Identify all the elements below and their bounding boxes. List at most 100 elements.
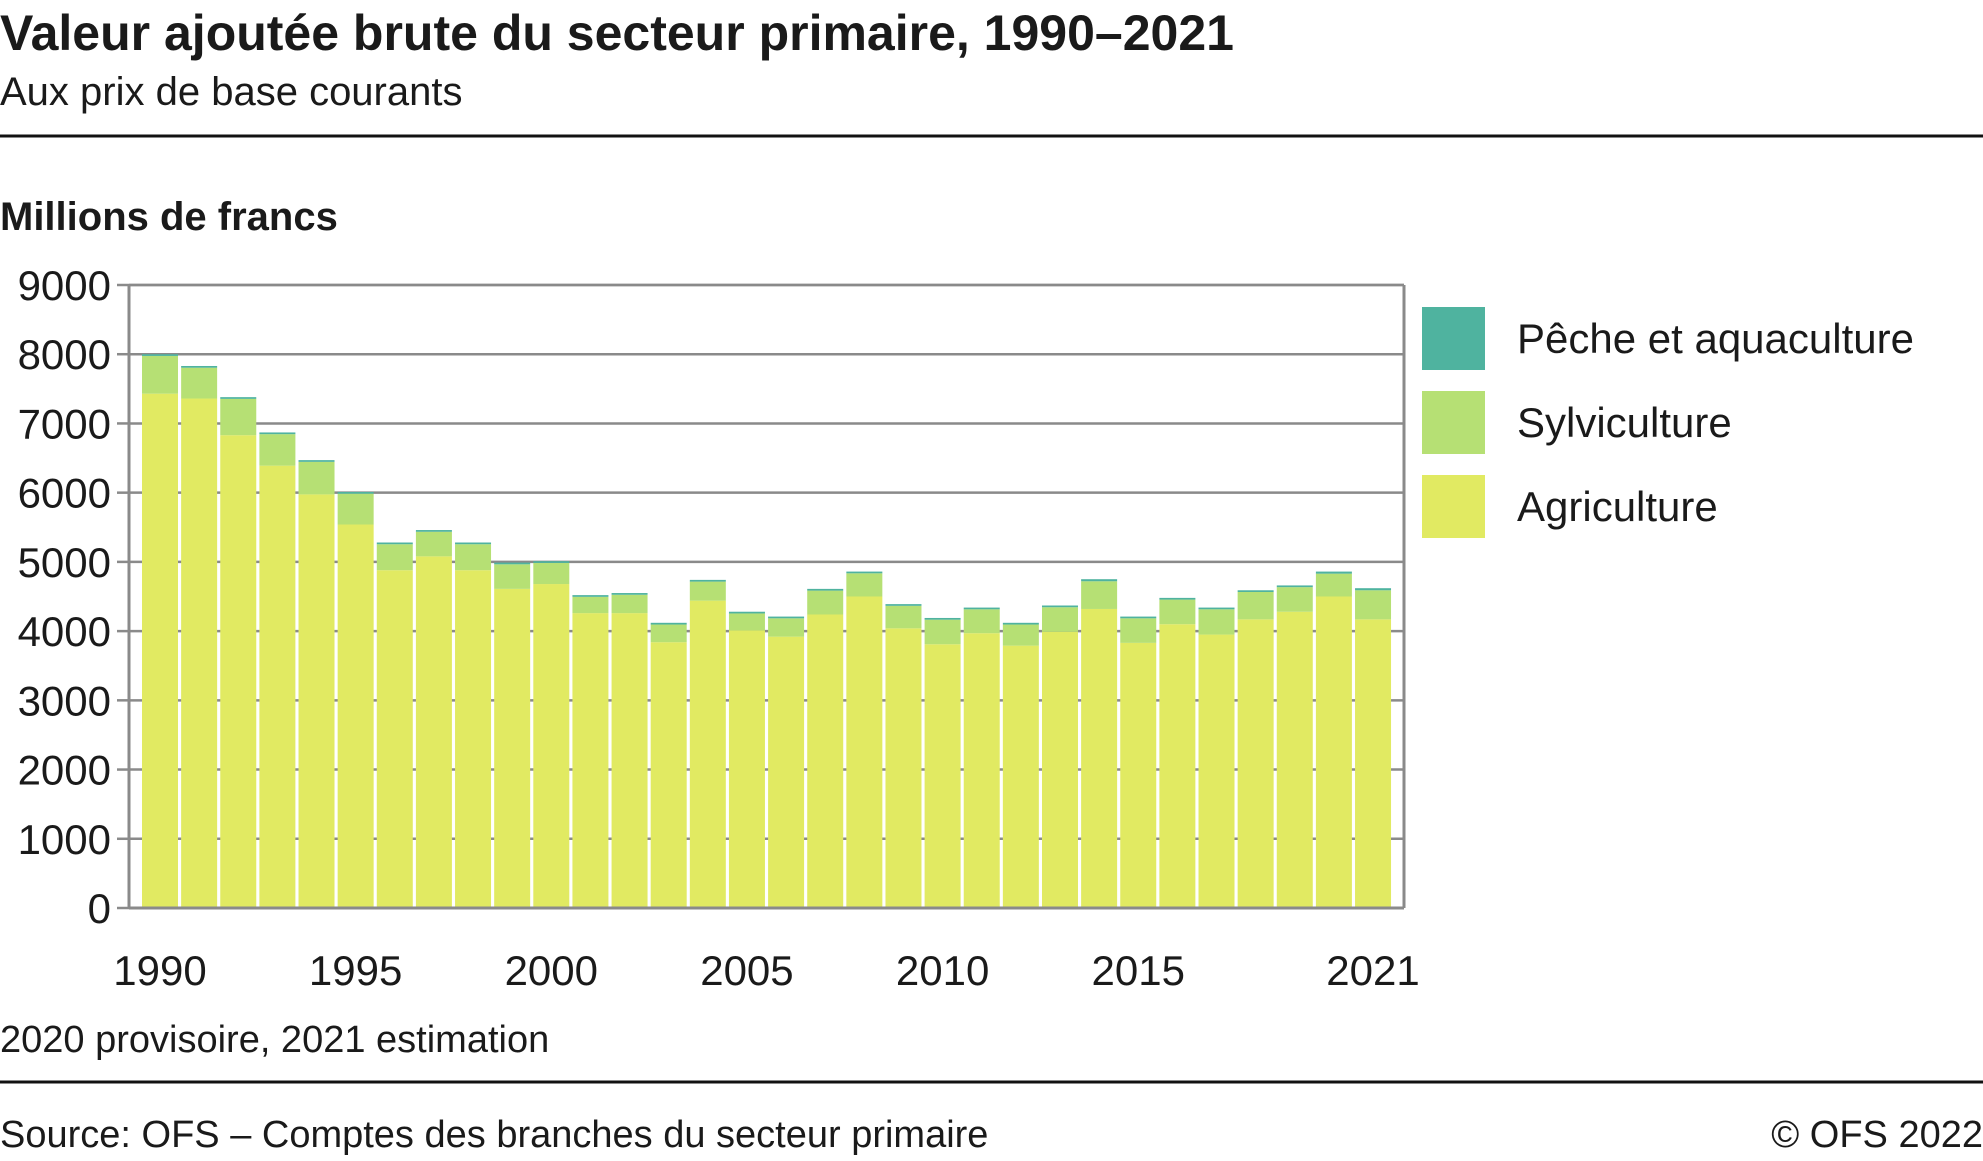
y-tick-label: 7000 <box>18 400 111 447</box>
source: Source: OFS – Comptes des branches du se… <box>0 1114 988 1156</box>
bar-pêche-et-aquaculture-2004 <box>689 579 726 582</box>
bar-pêche-et-aquaculture-2014 <box>1081 579 1118 582</box>
bar-pêche-et-aquaculture-1997 <box>415 530 452 532</box>
bar-pêche-et-aquaculture-1995 <box>337 491 374 494</box>
bar-pêche-et-aquaculture-2003 <box>650 622 687 625</box>
bar-pêche-et-aquaculture-2006 <box>768 616 805 619</box>
bar-agriculture-1991 <box>181 398 218 908</box>
y-tick-label: 4000 <box>18 608 111 655</box>
bar-pêche-et-aquaculture-2007 <box>807 588 844 591</box>
footnote: 2020 provisoire, 2021 estimation <box>0 1019 549 1061</box>
y-tick-label: 3000 <box>18 677 111 724</box>
bar-pêche-et-aquaculture-2008 <box>846 571 883 574</box>
bar-agriculture-2007 <box>807 614 844 908</box>
copyright: © OFS 2022 <box>1771 1114 1983 1156</box>
y-tick-label: 5000 <box>18 539 111 586</box>
bar-pêche-et-aquaculture-2009 <box>885 604 922 606</box>
y-tick-label: 8000 <box>18 331 111 378</box>
bar-pêche-et-aquaculture-2010 <box>924 617 961 620</box>
bar-agriculture-2000 <box>533 584 570 908</box>
bar-pêche-et-aquaculture-2021 <box>1355 588 1392 591</box>
bar-agriculture-1995 <box>337 524 374 908</box>
bar-pêche-et-aquaculture-1994 <box>298 460 335 462</box>
bar-sylviculture-1992 <box>220 398 257 436</box>
y-tick-label: 1000 <box>18 816 111 863</box>
bar-agriculture-1998 <box>455 570 492 908</box>
bar-agriculture-1992 <box>220 435 257 908</box>
bar-sylviculture-2010 <box>924 619 961 645</box>
y-axis-label: Millions de francs <box>0 195 338 239</box>
bar-pêche-et-aquaculture-1999 <box>494 562 531 565</box>
bar-sylviculture-2005 <box>728 613 765 631</box>
chart-subtitle: Aux prix de base courants <box>0 70 462 114</box>
bar-pêche-et-aquaculture-2013 <box>1041 605 1078 608</box>
x-tick-label: 1995 <box>309 947 402 994</box>
bar-sylviculture-2012 <box>1002 624 1039 646</box>
bar-sylviculture-2003 <box>650 624 687 643</box>
x-tick-label: 2005 <box>700 947 793 994</box>
bar-agriculture-1996 <box>376 570 413 908</box>
bar-pêche-et-aquaculture-2012 <box>1002 622 1039 625</box>
bar-sylviculture-1993 <box>259 434 296 466</box>
bar-sylviculture-2011 <box>963 609 1000 634</box>
x-tick-label: 1990 <box>113 947 206 994</box>
bar-pêche-et-aquaculture-2020 <box>1315 571 1352 574</box>
bar-pêche-et-aquaculture-1998 <box>455 542 492 545</box>
bar-sylviculture-2009 <box>885 605 922 629</box>
bar-agriculture-2005 <box>728 630 765 908</box>
bar-pêche-et-aquaculture-1991 <box>181 365 218 368</box>
bar-pêche-et-aquaculture-1993 <box>259 432 296 435</box>
bar-agriculture-2021 <box>1355 619 1392 908</box>
bar-sylviculture-2004 <box>689 581 726 601</box>
x-tick-label: 2015 <box>1092 947 1185 994</box>
bar-agriculture-2015 <box>1120 642 1157 908</box>
bar-pêche-et-aquaculture-2002 <box>611 593 648 595</box>
bar-sylviculture-1996 <box>376 544 413 571</box>
bar-sylviculture-2002 <box>611 594 648 614</box>
bar-sylviculture-1990 <box>142 355 178 394</box>
bar-agriculture-2008 <box>846 596 883 908</box>
y-tick-label: 0 <box>88 885 111 932</box>
y-tick-label: 6000 <box>18 470 111 517</box>
bar-sylviculture-2018 <box>1237 592 1274 620</box>
x-tick-label: 2000 <box>505 947 598 994</box>
bar-agriculture-2013 <box>1041 631 1078 908</box>
bar-pêche-et-aquaculture-2005 <box>728 611 765 614</box>
bar-agriculture-2014 <box>1081 608 1118 908</box>
bar-pêche-et-aquaculture-2001 <box>572 595 609 597</box>
bar-agriculture-2011 <box>963 633 1000 908</box>
bar-sylviculture-2019 <box>1276 587 1313 612</box>
legend-label: Pêche et aquaculture <box>1517 315 1914 362</box>
bar-sylviculture-2021 <box>1355 590 1392 620</box>
bar-agriculture-1993 <box>259 465 296 908</box>
bar-sylviculture-2020 <box>1315 573 1352 597</box>
legend-swatch <box>1422 391 1485 454</box>
y-tick-label: 2000 <box>18 747 111 794</box>
legend-label: Sylviculture <box>1517 399 1732 446</box>
bar-sylviculture-2013 <box>1041 607 1078 632</box>
bar-sylviculture-2007 <box>807 590 844 615</box>
bar-sylviculture-2001 <box>572 596 609 614</box>
bar-agriculture-2001 <box>572 613 609 908</box>
bar-sylviculture-2014 <box>1081 581 1118 609</box>
axes: 0 1000 2000 3000 4000 5000 6000 7000 8000 9000 199… <box>18 262 1420 994</box>
bar-sylviculture-1991 <box>181 367 218 399</box>
bar-sylviculture-2000 <box>533 562 570 585</box>
bar-agriculture-2006 <box>768 636 805 908</box>
bar-agriculture-2017 <box>1198 634 1235 908</box>
bar-agriculture-2019 <box>1276 611 1313 908</box>
bar-pêche-et-aquaculture-1990 <box>142 354 178 356</box>
bar-sylviculture-2008 <box>846 573 883 597</box>
legend: Pêche et aquaculture Sylviculture Agricult… <box>1422 307 1914 538</box>
bar-sylviculture-1995 <box>337 493 374 525</box>
bar-pêche-et-aquaculture-2015 <box>1120 616 1157 619</box>
bar-pêche-et-aquaculture-2016 <box>1159 597 1196 600</box>
bar-agriculture-2009 <box>885 628 922 908</box>
x-tick-label: 2010 <box>896 947 989 994</box>
bar-sylviculture-2017 <box>1198 609 1235 635</box>
y-tick-label: 9000 <box>18 262 111 309</box>
x-tick-label: 2021 <box>1326 947 1419 994</box>
bar-agriculture-2020 <box>1315 596 1352 908</box>
bar-pêche-et-aquaculture-2018 <box>1237 590 1274 593</box>
bar-sylviculture-2015 <box>1120 618 1157 643</box>
